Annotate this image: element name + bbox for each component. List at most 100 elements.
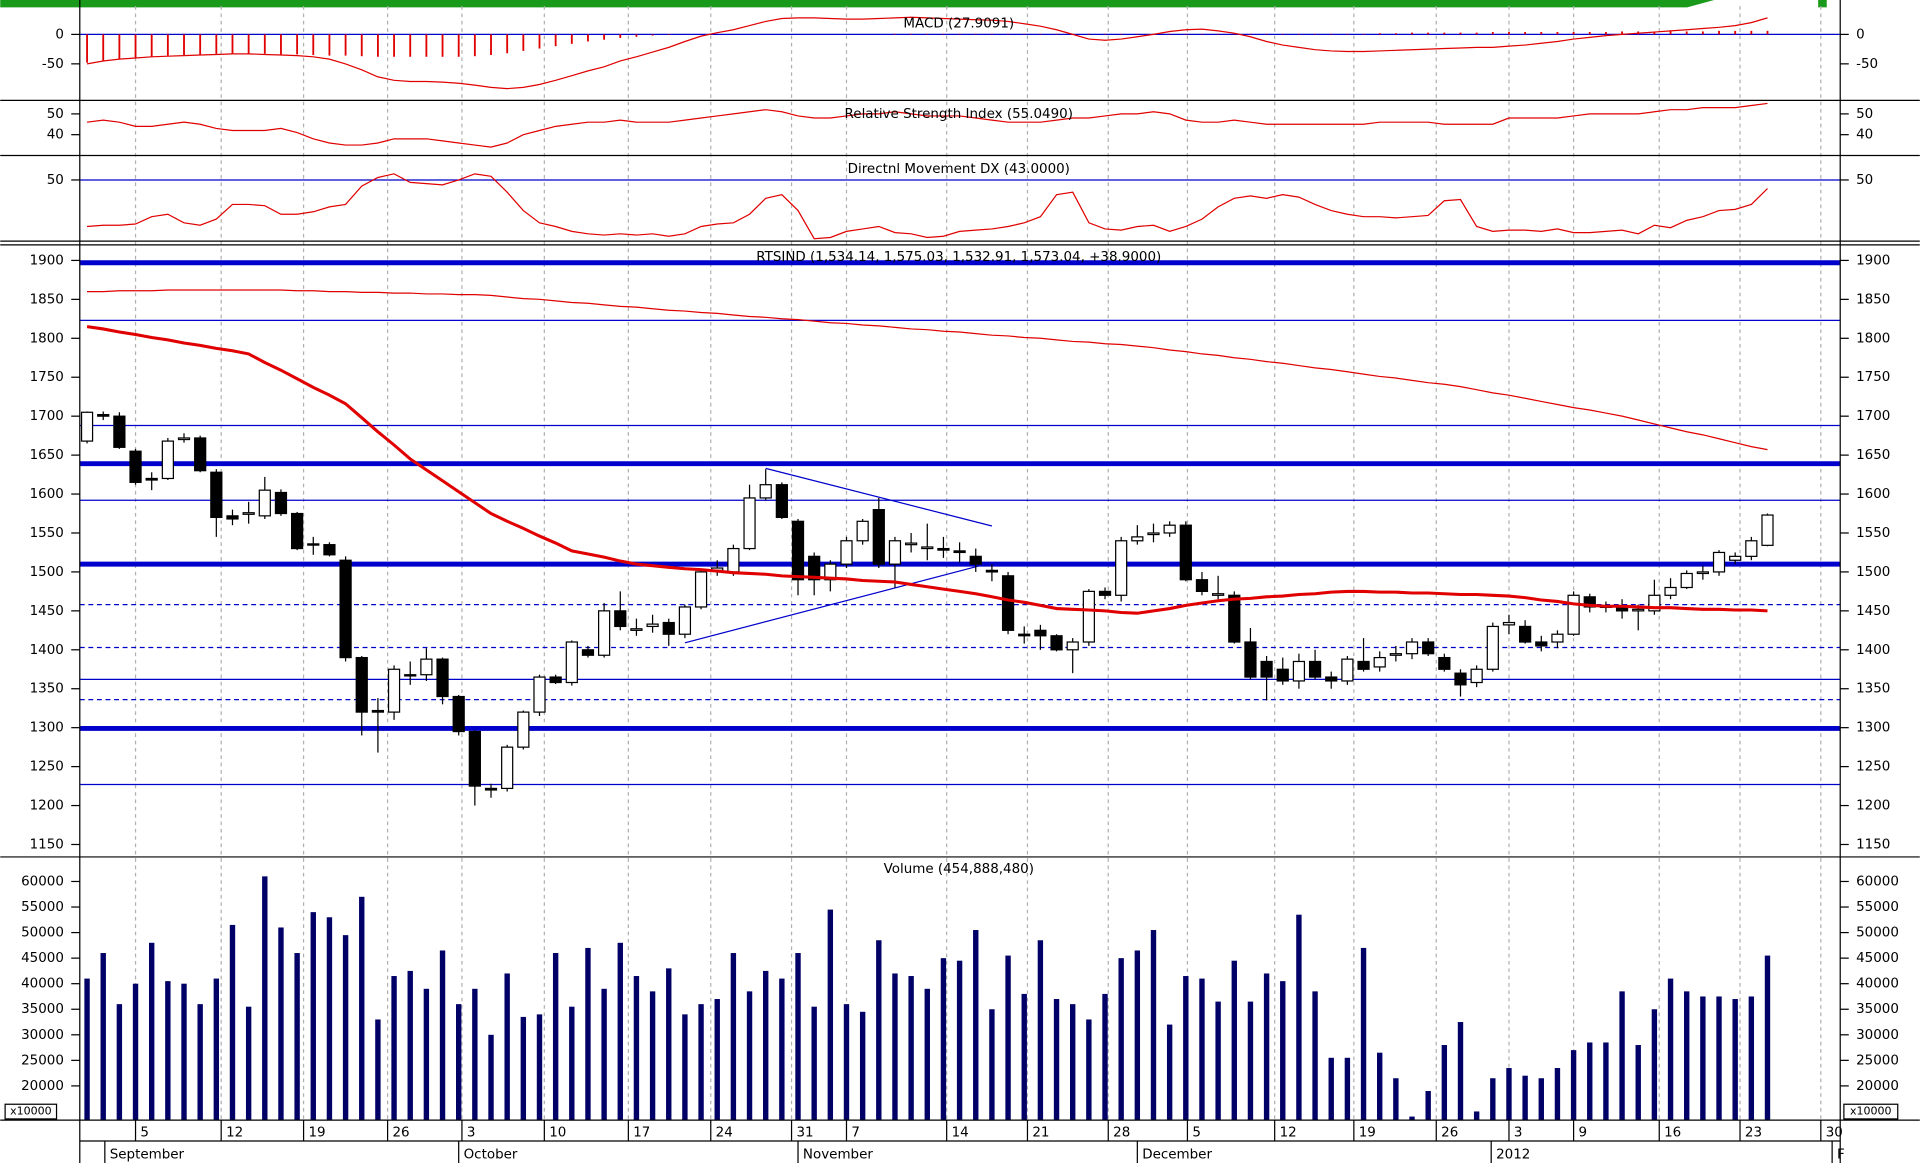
candle-body [1034, 629, 1047, 637]
y-tick-label: 1400 [30, 643, 64, 658]
candle-body [840, 540, 853, 565]
y-tick-label: 1600 [30, 487, 64, 502]
candle-body [258, 489, 271, 517]
candle-body [678, 606, 692, 635]
volume-bar [439, 950, 446, 1121]
y-tick-label: 1200 [1856, 799, 1890, 814]
volume-bar [1037, 940, 1044, 1121]
volume-bar [1134, 950, 1141, 1121]
volume-bar [1247, 1001, 1254, 1121]
volume-bar [1538, 1078, 1544, 1121]
volume-bar [1587, 1042, 1593, 1121]
volume-bar [601, 988, 607, 1121]
volume-bar [698, 1004, 704, 1121]
candle-body [775, 484, 788, 519]
volume-bar [1764, 955, 1771, 1121]
y-tick-label: 45000 [1856, 951, 1899, 966]
y-tick-label: 55000 [1856, 900, 1899, 915]
y-tick-label: 1700 [30, 409, 64, 424]
candle-body [420, 658, 433, 676]
x-tick-label: 12 [1280, 1125, 1297, 1140]
y-tick-label: 40000 [21, 977, 64, 992]
volume-bar [1360, 947, 1367, 1121]
volume-bar [1377, 1052, 1383, 1121]
y-tick-label: -50 [42, 57, 64, 72]
y-tick-label: 1450 [30, 604, 64, 619]
candle-body [597, 610, 611, 656]
x-tick-label: 12 [226, 1125, 243, 1140]
candle-body [1729, 555, 1742, 561]
candle-body [1098, 590, 1112, 596]
y-tick-label: 30000 [21, 1028, 64, 1043]
volume-bar [827, 909, 834, 1121]
candle-body [1147, 532, 1160, 536]
volume-bar [795, 953, 801, 1121]
x-tick-label: 5 [1192, 1125, 1201, 1140]
candle-body [694, 571, 708, 608]
candle-body [1502, 621, 1516, 626]
series-line [86, 16, 1768, 90]
candle-body [501, 746, 514, 790]
volume-bar [359, 896, 365, 1121]
month-label: September [110, 1147, 185, 1162]
candle-body [1486, 625, 1499, 670]
y-tick-label: 1700 [1856, 409, 1890, 424]
candle-body [1050, 635, 1063, 651]
y-tick-label: 1500 [30, 565, 64, 580]
x-tick-label: 26 [1441, 1125, 1458, 1140]
candle-body [630, 628, 643, 631]
x-tick-label: 16 [1664, 1125, 1681, 1140]
candle-body [1535, 641, 1548, 647]
candle-body [1115, 540, 1128, 596]
volume-bar [940, 958, 947, 1121]
unit-box [1843, 1103, 1899, 1120]
candle-body [290, 512, 304, 550]
y-tick-label: 0 [1856, 27, 1865, 42]
unit-label: x10000 [10, 1105, 52, 1118]
x-tick-label: 21 [1032, 1125, 1049, 1140]
candle-body [969, 555, 982, 565]
candle-body [808, 555, 821, 581]
y-tick-label: 1400 [1856, 643, 1890, 658]
y-tick-label: 1300 [30, 721, 64, 736]
volume-bar [682, 1014, 688, 1121]
unit-box [4, 1103, 58, 1120]
y-tick-label: 1800 [30, 331, 64, 346]
volume-bar [1667, 978, 1674, 1121]
x-tick-label: 31 [796, 1125, 813, 1140]
y-tick-label: 25000 [21, 1053, 64, 1068]
x-tick-label: 7 [851, 1125, 860, 1140]
volume-bar [1716, 996, 1722, 1121]
volume-bar [924, 988, 930, 1121]
volume-bar [1409, 1116, 1415, 1121]
volume-bar [1102, 993, 1108, 1121]
candle-body [387, 668, 401, 713]
volume-bar [1215, 1001, 1221, 1121]
volume-bar [504, 973, 510, 1121]
y-tick-label: 1650 [1856, 448, 1890, 463]
y-tick-label: 1250 [30, 760, 64, 775]
series-line [86, 173, 1768, 240]
volume-bar [1312, 991, 1318, 1121]
candle-body [1567, 594, 1580, 635]
volume-bar [1441, 1045, 1448, 1121]
y-tick-label: 40000 [1856, 977, 1899, 992]
volume-bar [1231, 960, 1237, 1121]
x-tick-label: 3 [1514, 1125, 1523, 1140]
candle-body [1228, 594, 1241, 643]
y-tick-label: 1350 [1856, 682, 1890, 697]
volume-bar [666, 968, 672, 1121]
volume-bar [763, 970, 769, 1121]
candle-body [145, 477, 158, 481]
x-tick-label: 19 [1359, 1125, 1376, 1140]
grid [134, 6, 1822, 1121]
candle-body [921, 546, 934, 550]
candle-body [113, 415, 126, 448]
panel-title: Relative Strength Index (55.0490) [845, 107, 1073, 122]
candle-body [1519, 625, 1532, 643]
volume-bar [779, 978, 785, 1121]
volume-bar [746, 991, 753, 1121]
candle-body [1680, 572, 1693, 589]
volume-bar [294, 953, 300, 1121]
volume-bar [1150, 930, 1157, 1121]
